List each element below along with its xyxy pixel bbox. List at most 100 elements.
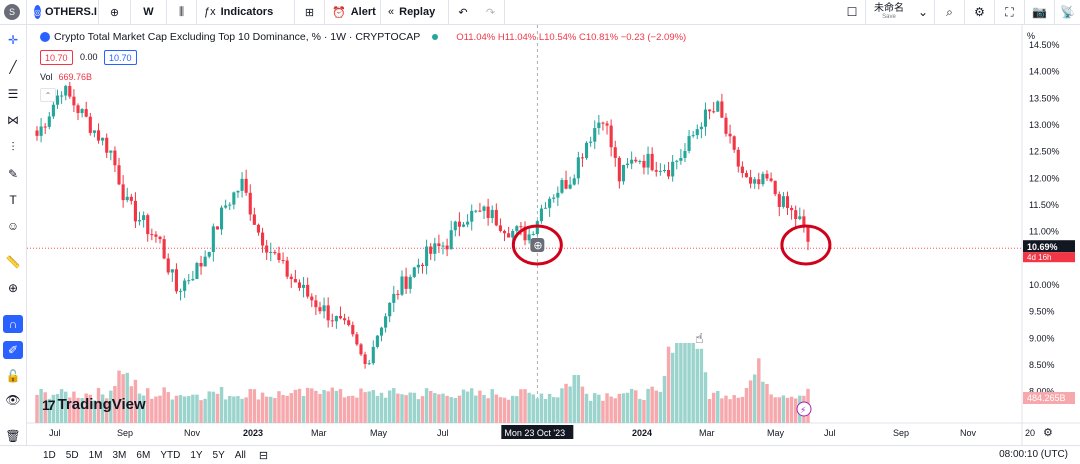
user-menu[interactable]: S [0,0,27,24]
range-button-1d[interactable]: 1D [43,449,56,461]
layout-name-button[interactable]: 未命名 Save [865,0,912,24]
settings-button[interactable]: ⚙ [964,0,994,24]
volume-bar [129,386,134,423]
volume-bar [441,393,445,423]
chevron-down-icon: ⌄ [917,5,929,19]
candle [178,290,183,292]
visibility-tool[interactable]: 👁 [5,393,21,407]
bottom-toolbar: 1D 5D 1M 3M 6M YTD 1Y 5Y All ⊟ 08:00:10 (UTC) [0,445,1080,464]
candle [478,210,482,212]
layout-name: 未命名 [874,2,904,14]
range-button-5d[interactable]: 5D [65,449,79,461]
alert-button[interactable]: ⏰ Alert [325,0,381,24]
volume-bar [387,390,392,423]
candle [416,264,420,268]
range-button-1y[interactable]: 1Y [190,449,203,461]
candle [277,253,281,261]
price-chart[interactable]: %14.50% 14.00% 13.50% 13.00% 12.50% 12.00% 11.… [27,25,1080,445]
candle [297,282,302,288]
candle [60,95,64,97]
brush-tool[interactable]: ✎ [7,167,19,181]
range-button-3m[interactable]: 3M [112,449,127,461]
price-scale[interactable] [1022,25,1080,445]
volume-bar [76,397,80,423]
zoom-tool[interactable]: ⊕ [7,281,19,295]
volume-bar [789,396,794,423]
lock-tool[interactable]: 🔓 [5,369,21,383]
candle [379,327,384,336]
volume-bar [420,396,425,423]
text-tool[interactable]: T [9,193,17,207]
crosshair-add-button[interactable] [530,238,545,252]
candle [519,226,523,228]
emoji-tool[interactable]: ☺ [6,219,20,233]
redo-button[interactable]: ↷ [477,0,505,24]
volume-bar [744,387,749,423]
user-avatar[interactable]: S [4,4,20,20]
layouts-button[interactable]: ⊞ [295,0,325,24]
range-button-5y[interactable]: 5Y [212,449,225,461]
snapshot-button[interactable]: 📷 [1024,0,1054,24]
range-button-6m[interactable]: 6M [136,449,151,461]
volume-bar [228,395,232,423]
chart-type-button[interactable]: ⫼ [167,0,197,24]
undo-button[interactable]: ↶ [449,0,477,24]
publish-button[interactable]: 📡 [1054,0,1080,24]
fullscreen-button[interactable]: ⛶ [994,0,1024,24]
fib-tool[interactable]: ☰ [7,87,19,101]
volume-bar [80,398,84,423]
volume-bar [273,398,277,423]
ruler-tool[interactable]: 📏 [5,255,21,269]
candle [133,200,137,222]
volume-bar [396,393,400,423]
legend-collapse-button[interactable]: ⌃ [40,88,56,102]
candle [441,245,445,247]
range-button-ytd[interactable]: YTD [160,449,181,461]
candle [408,276,412,289]
crosshair-tool[interactable]: ✛ [7,33,19,47]
candle [285,260,289,277]
volume-bar [584,393,589,423]
camera-icon: 📷 [1032,5,1047,19]
volume-bar [383,397,388,423]
layout-select-button[interactable]: ☐ [839,0,865,24]
candle [215,226,220,230]
legend-title[interactable]: Crypto Total Market Cap Excluding Top 10… [54,31,421,43]
magnet-tool[interactable]: ∩ [3,315,23,333]
buy-price-box[interactable]: 10.70 [104,50,137,65]
sell-price-box[interactable]: 10.70 [40,50,73,65]
trash-tool[interactable]: 🗑 [5,429,21,443]
volume-bar [424,388,429,423]
pattern-tool[interactable]: ⋈ [7,113,19,127]
range-button-all[interactable]: All [234,449,246,461]
buy-price: 10.70 [109,52,132,63]
volume-bar [781,395,786,423]
compare-button[interactable]: ⊕ [99,0,131,24]
candle [51,104,55,117]
quick-search-button[interactable]: ⌕ [934,0,964,24]
candle [113,150,117,166]
symbol-search[interactable]: ◎ OTHERS.I [27,0,99,24]
forecast-tool[interactable]: ⫶ [11,139,15,154]
interval-button[interactable]: W [131,0,167,24]
candle [765,173,769,179]
candle [326,305,330,321]
indicators-button[interactable]: ƒx Indicators [197,0,295,24]
candle [535,221,539,235]
flash-icon[interactable] [796,401,812,417]
axis-settings-icon[interactable]: ⚙ [1043,426,1053,439]
candle [683,150,687,158]
range-button-1m[interactable]: 1M [88,449,103,461]
replay-button[interactable]: « Replay [381,0,449,24]
layout-menu-button[interactable]: ⌄ [912,0,934,24]
volume-bar [392,388,396,423]
candle [798,216,802,220]
clock[interactable]: 08:00:10 (UTC) [999,449,1068,460]
trend-line-tool[interactable]: ╱ [9,60,17,74]
drawing-mode-tool[interactable]: ✐ [3,341,23,359]
chevron-up-icon: ⌃ [44,90,52,100]
date-range-icon[interactable]: ⊟ [258,449,269,462]
volume-bar [445,395,449,423]
candle [720,101,724,118]
candle [433,243,437,254]
